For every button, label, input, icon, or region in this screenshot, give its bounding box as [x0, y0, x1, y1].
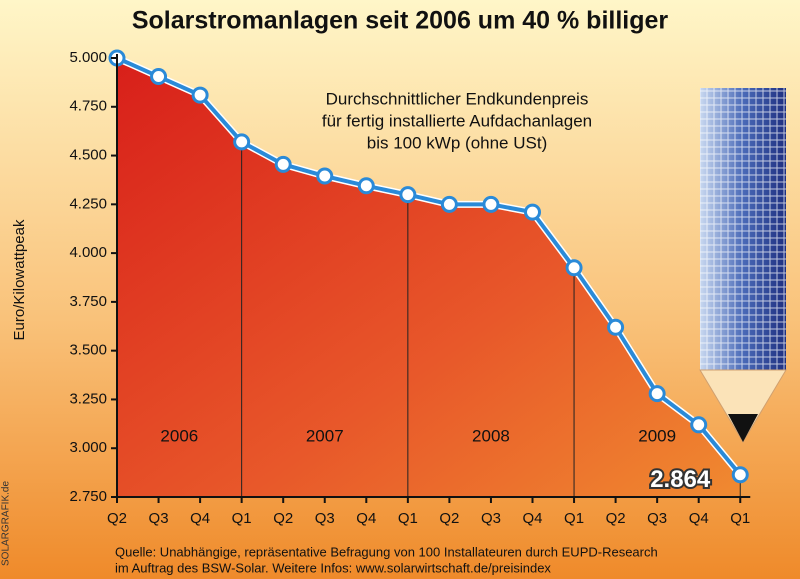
y-tick-label: 3.750	[69, 293, 107, 310]
y-tick-label: 4.500	[69, 147, 107, 164]
x-tick-label: Q1	[398, 510, 418, 527]
pencil-graphic	[699, 88, 787, 443]
x-tick-label: Q1	[730, 510, 750, 527]
x-tick-label: Q2	[606, 510, 626, 527]
x-tick-label: Q3	[647, 510, 667, 527]
year-label: 2007	[306, 426, 344, 445]
y-axis-label: Euro/Kilowattpeak	[11, 219, 28, 340]
area	[117, 58, 741, 497]
x-tick-label: Q1	[564, 510, 584, 527]
point	[648, 385, 666, 403]
x-tick-label: Q4	[190, 510, 210, 527]
year-label: 2006	[160, 426, 198, 445]
point	[482, 195, 500, 213]
x-tick-label: Q2	[107, 510, 127, 527]
subtitle: für fertig installierte Aufdachanlagen	[322, 111, 592, 130]
y-tick-label: 4.250	[69, 195, 107, 212]
credit: SOLARGRAFIK.de	[1, 481, 12, 566]
year-label: 2009	[638, 426, 676, 445]
point	[357, 177, 375, 195]
x-tick-label: Q3	[149, 510, 169, 527]
value-label-outline: 2.864	[650, 466, 711, 493]
point	[233, 133, 251, 151]
source: im Auftrag des BSW-Solar. Weitere Infos:…	[115, 560, 551, 575]
subtitle: bis 100 kWp (ohne USt)	[367, 133, 547, 152]
y-tick-label: 5.000	[69, 49, 107, 66]
subtitle: Durchschnittlicher Endkundenpreis	[326, 89, 589, 108]
point	[524, 203, 541, 221]
y-tick-label: 2.750	[69, 488, 107, 505]
y-tick-label: 4.000	[69, 244, 107, 261]
x-tick-label: Q4	[356, 510, 376, 527]
x-tick-label: Q4	[689, 510, 709, 527]
x-tick-label: Q3	[315, 510, 335, 527]
plot: 2006 2007 2008 2009 2.864 2.750 3.000 3.250 3.50…	[69, 49, 750, 527]
line	[116, 56, 742, 477]
point	[607, 318, 625, 336]
source: Quelle: Unabhängige, repräsentative Befr…	[115, 544, 658, 559]
point	[316, 167, 334, 185]
y-tick-label: 3.500	[69, 342, 107, 359]
y-tick-label: 3.250	[69, 390, 107, 407]
x-tick-label: Q2	[439, 510, 459, 527]
x-tick-label: Q4	[522, 510, 542, 527]
point	[565, 259, 583, 277]
point	[191, 86, 209, 104]
point	[150, 68, 168, 86]
point	[440, 195, 458, 213]
x-tick-label: Q2	[273, 510, 293, 527]
y-tick-label: 4.750	[69, 98, 107, 115]
chart-title: Solarstromanlagen seit 2006 um 40 % bill…	[132, 7, 669, 35]
x-tick-label: Q3	[481, 510, 501, 527]
x-tick-label: Q1	[232, 510, 252, 527]
year-label: 2008	[472, 426, 510, 445]
point	[399, 186, 417, 204]
point	[274, 155, 292, 173]
point	[690, 416, 708, 434]
y-tick-label: 3.000	[69, 439, 107, 456]
point	[731, 466, 749, 484]
